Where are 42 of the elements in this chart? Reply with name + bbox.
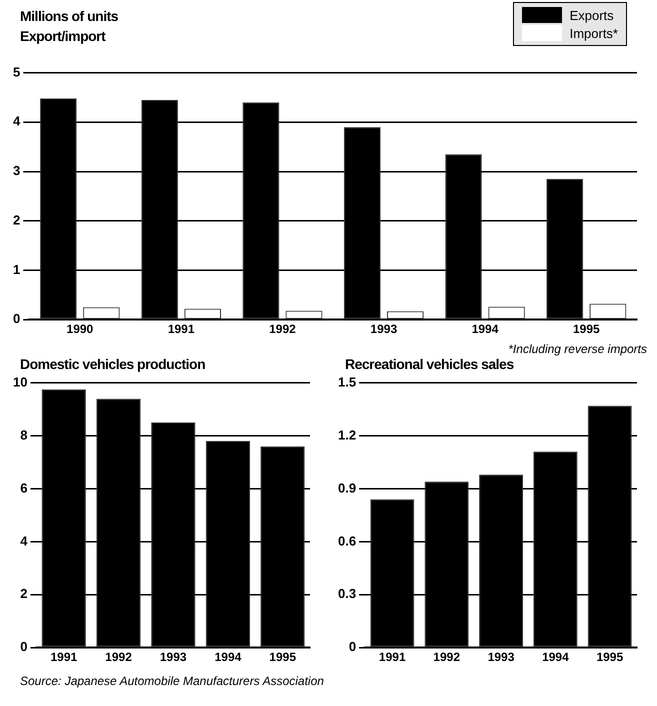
source-note: Source: Japanese Automobile Manufacturers Association xyxy=(20,674,324,688)
chart-title: Recreational vehicles sales xyxy=(345,356,514,372)
y-tick-label: 4 xyxy=(20,533,28,548)
x-tick-label: 1993 xyxy=(370,322,398,336)
y-tick-label: 0 xyxy=(12,311,20,326)
y-tick-label: 6 xyxy=(20,480,28,496)
y-tick-label: 3 xyxy=(12,163,20,178)
x-tick-label: 1991 xyxy=(378,650,406,664)
x-tick-label: 1991 xyxy=(168,322,195,336)
y-tick-label: 5 xyxy=(12,64,20,80)
x-tick-label: 1994 xyxy=(542,650,570,664)
x-tick-label: 1993 xyxy=(488,650,515,664)
y-tick-label: 0.3 xyxy=(338,586,356,602)
x-tick-label: 1993 xyxy=(160,650,187,664)
y-tick-label: 2 xyxy=(20,586,28,602)
y-tick-label: 8 xyxy=(20,427,28,442)
chart-title: Export/import xyxy=(20,28,106,44)
y-tick-label: 10 xyxy=(12,374,28,390)
x-tick-label: 1990 xyxy=(66,322,94,336)
y-tick-label: 0.9 xyxy=(338,480,356,496)
y-tick-label: 1.2 xyxy=(338,427,356,442)
y-tick-label: 0 xyxy=(348,639,356,654)
y-tick-label: 2 xyxy=(12,212,20,228)
legend-label: Exports xyxy=(570,8,614,22)
x-tick-label: 1995 xyxy=(573,322,600,336)
text: *Including reverse imports xyxy=(508,342,647,356)
y-tick-label: 4 xyxy=(12,114,21,129)
x-tick-label: 1991 xyxy=(50,650,78,664)
y-tick-label: 0 xyxy=(20,639,28,654)
x-tick-label: 1995 xyxy=(596,650,624,664)
y-tick-label: 1 xyxy=(12,262,20,277)
y-tick-label: 0.6 xyxy=(338,533,356,548)
x-tick-label: 1994 xyxy=(472,322,499,336)
x-tick-label: 1995 xyxy=(269,650,296,664)
x-tick-label: 1992 xyxy=(433,650,460,664)
y-tick-label: 1.5 xyxy=(338,374,356,390)
legend-label: Imports* xyxy=(570,26,618,40)
x-tick-label: 1994 xyxy=(214,650,242,664)
x-tick-label: 1992 xyxy=(269,322,296,336)
y-axis-title: Millions of units xyxy=(20,8,118,24)
chart-title: Domestic vehicles production xyxy=(20,356,206,372)
x-tick-label: 1992 xyxy=(105,650,132,664)
